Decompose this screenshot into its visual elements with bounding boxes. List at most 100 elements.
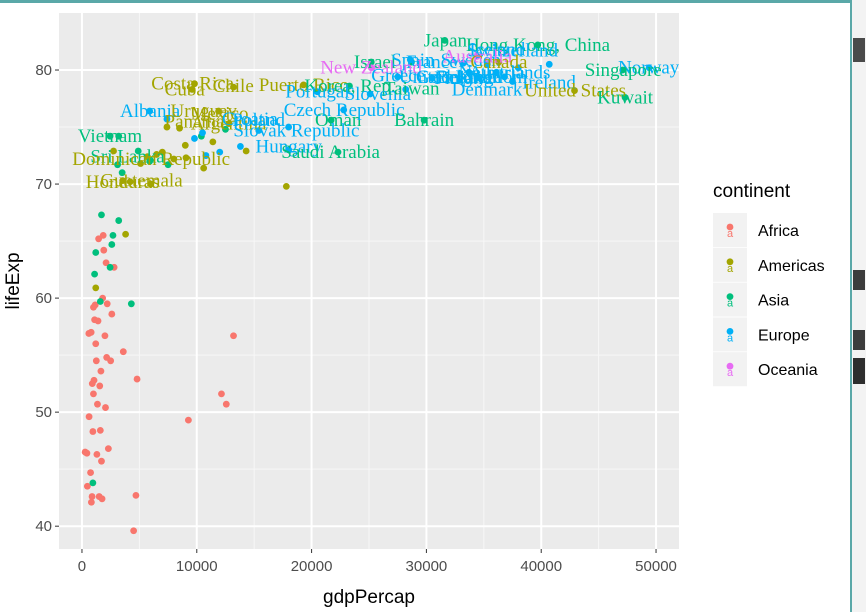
data-point-asia (127, 300, 135, 308)
legend-title: continent (713, 181, 791, 202)
point-label: Argentina (191, 114, 267, 135)
point-label: Taiwan (384, 78, 440, 99)
data-point-americas (170, 155, 178, 163)
data-point-africa (92, 357, 100, 365)
x-tick-label: 10000 (176, 558, 218, 575)
point-label: Slovenia (345, 84, 412, 105)
window-right-border (850, 0, 852, 612)
data-point-africa (88, 493, 96, 500)
side-button-4[interactable] (853, 358, 865, 384)
data-point-europe (406, 56, 414, 64)
point-label: Sri Lanka (90, 147, 165, 168)
data-point-europe (285, 146, 293, 154)
point-label: Albania (120, 101, 181, 122)
point-label: Korea, Rep. (304, 76, 395, 97)
legend-label-europe: Europe (758, 327, 810, 344)
data-point-americas (153, 151, 160, 158)
data-point-europe (428, 74, 436, 82)
data-point-americas (137, 160, 144, 167)
data-point-americas (495, 58, 503, 66)
point-label: United Kingdom (399, 67, 527, 88)
point-label: Mexico (190, 103, 248, 124)
data-points (81, 36, 653, 535)
point-label: Austria (469, 62, 526, 83)
legend-key-letter: a (727, 263, 734, 275)
data-point-americas (122, 230, 129, 238)
data-point-asia (327, 116, 335, 124)
data-point-africa (92, 340, 100, 348)
y-tick-label: 70 (35, 176, 52, 193)
point-label: France (406, 52, 458, 73)
data-point-europe (394, 73, 402, 81)
point-label: Australia (442, 46, 512, 67)
y-tick-label: 60 (35, 290, 52, 307)
point-label: Puerto Rico (259, 75, 349, 96)
data-point-americas (92, 284, 100, 292)
data-point-africa (96, 426, 104, 434)
y-tick-label: 40 (35, 518, 52, 535)
data-point-asia (420, 116, 428, 124)
legend-key-point (726, 258, 734, 266)
data-point-africa (184, 416, 192, 424)
side-button-3[interactable] (853, 330, 865, 350)
point-label: Bahrain (394, 110, 455, 131)
x-tick-label: 20000 (291, 558, 333, 575)
data-point-europe (473, 74, 481, 82)
point-label: Honduras (86, 172, 160, 193)
data-point-africa (101, 332, 109, 340)
data-point-africa (87, 498, 95, 506)
data-point-americas (163, 123, 171, 131)
data-point-africa (133, 375, 141, 383)
point-label: Hungary (255, 136, 322, 157)
point-label: Poland (232, 110, 285, 131)
data-point-europe (340, 106, 348, 114)
data-point-asia (115, 217, 123, 224)
side-button-2[interactable] (853, 270, 865, 290)
data-point-europe (146, 107, 154, 115)
point-label: Saudi Arabia (281, 142, 380, 163)
data-point-europe (509, 78, 516, 85)
data-point-africa (100, 246, 108, 254)
data-point-asia (108, 241, 116, 248)
data-point-africa (90, 303, 97, 311)
data-point-americas (119, 177, 127, 185)
x-tick-label: 40000 (520, 558, 562, 575)
side-button-1[interactable] (853, 38, 865, 62)
point-label: Costa Rica (151, 74, 234, 95)
point-label: Guatemala (100, 171, 183, 192)
data-point-europe (202, 152, 210, 159)
data-point-americas (200, 164, 208, 172)
data-point-americas (188, 86, 196, 93)
x-tick-label: 0 (78, 558, 86, 575)
point-label: Slovak Republic (233, 120, 359, 141)
point-label: Germany (416, 67, 487, 88)
point-label: Vietnam (78, 126, 143, 147)
data-point-oceania (473, 52, 481, 60)
legend-key-point (726, 362, 734, 370)
data-point-europe (199, 129, 206, 137)
point-label: Iceland (469, 39, 525, 60)
point-label: Finland (434, 68, 493, 89)
legend-key-letter: a (727, 367, 734, 379)
data-point-americas (230, 83, 237, 91)
data-point-americas (191, 80, 198, 88)
point-label: Cuba (165, 79, 206, 100)
data-point-africa (222, 400, 230, 408)
data-point-europe (255, 127, 263, 134)
legend-key-point (726, 328, 734, 335)
data-point-americas (182, 154, 190, 162)
data-point-americas (158, 148, 166, 156)
data-point-americas (209, 138, 217, 146)
data-point-americas (215, 107, 222, 115)
point-label: Sweden (441, 50, 502, 71)
point-label: Kuwait (597, 87, 654, 108)
data-point-asia (334, 148, 342, 156)
y-tick-label: 80 (35, 62, 52, 79)
legend-label-americas: Americas (758, 258, 825, 275)
point-label: Croatia (222, 109, 278, 130)
data-point-europe (402, 86, 410, 93)
data-point-americas (110, 147, 117, 155)
data-point-europe (459, 59, 467, 67)
legend: continent a Africa a Americas a Asia a Europe a O… (713, 181, 825, 387)
